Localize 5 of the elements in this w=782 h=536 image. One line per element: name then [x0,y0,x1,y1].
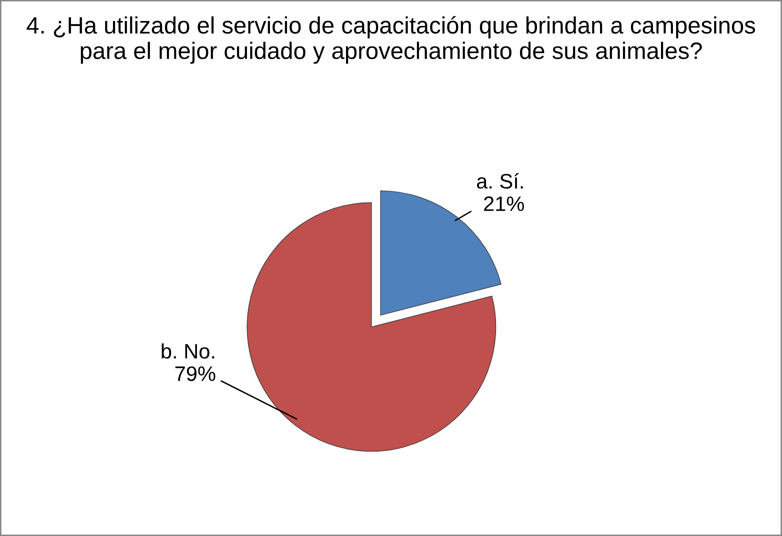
data-label: 79% [175,366,216,382]
data-label: 21% [484,196,524,212]
chart-title: 4. ¿Ha utilizado el servicio de capacitación que brindan a campesinos para el mejor cuidado y aprovechamiento de sus animales? [26,16,756,64]
slice-label: b. No. [162,343,214,359]
slice-label: a. Sí. [476,173,523,189]
